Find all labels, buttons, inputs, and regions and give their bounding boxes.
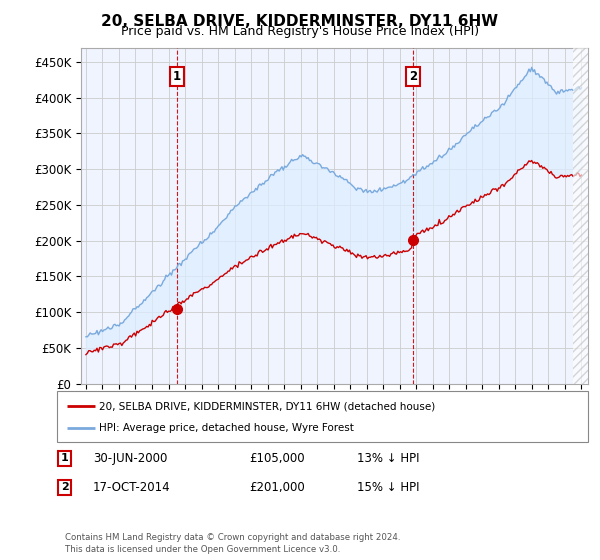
Text: 2: 2 [61,482,68,492]
Text: Price paid vs. HM Land Registry's House Price Index (HPI): Price paid vs. HM Land Registry's House … [121,25,479,38]
Text: 15% ↓ HPI: 15% ↓ HPI [357,480,419,494]
Text: £201,000: £201,000 [249,480,305,494]
Text: 17-OCT-2014: 17-OCT-2014 [93,480,170,494]
Text: 1: 1 [61,453,68,463]
Text: 20, SELBA DRIVE, KIDDERMINSTER, DY11 6HW (detached house): 20, SELBA DRIVE, KIDDERMINSTER, DY11 6HW… [99,401,435,411]
Text: HPI: Average price, detached house, Wyre Forest: HPI: Average price, detached house, Wyre… [99,423,354,433]
Text: Contains HM Land Registry data © Crown copyright and database right 2024.
This d: Contains HM Land Registry data © Crown c… [65,533,400,554]
Text: 13% ↓ HPI: 13% ↓ HPI [357,451,419,465]
Text: 1: 1 [173,69,181,83]
Text: 30-JUN-2000: 30-JUN-2000 [93,451,167,465]
Text: 20, SELBA DRIVE, KIDDERMINSTER, DY11 6HW: 20, SELBA DRIVE, KIDDERMINSTER, DY11 6HW [101,14,499,29]
Text: 2: 2 [409,69,417,83]
Text: £105,000: £105,000 [249,451,305,465]
